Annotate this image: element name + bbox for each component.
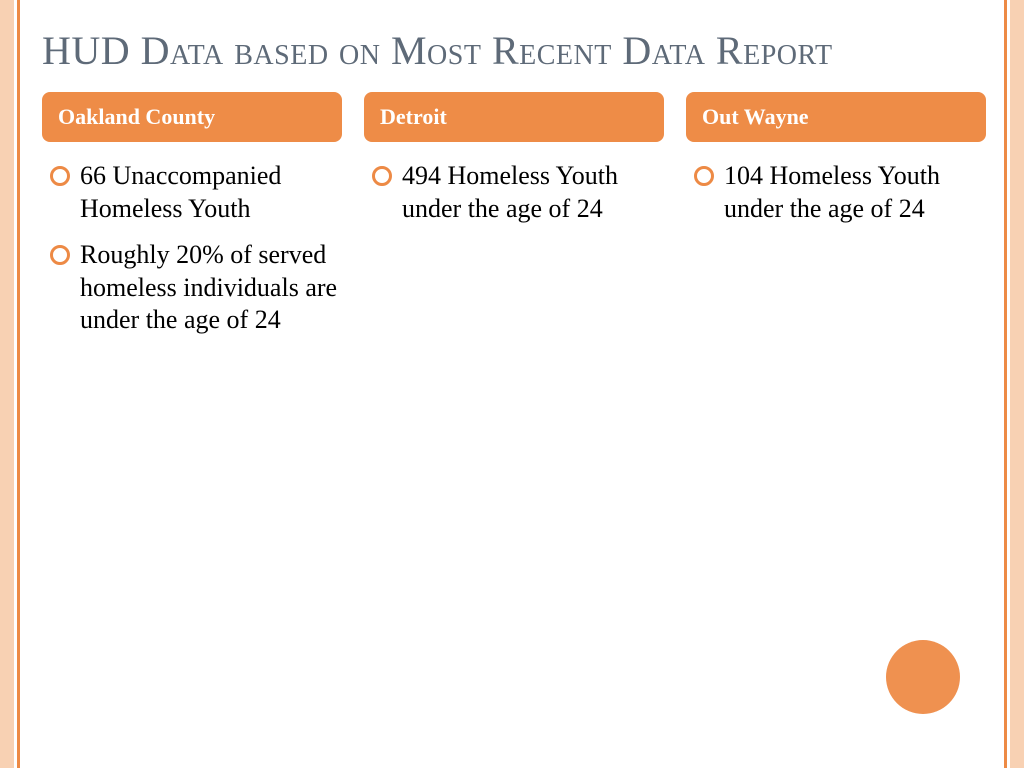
bullet-list: 494 Homeless Youth under the age of 24: [364, 142, 664, 225]
left-edge-outer: [0, 0, 14, 768]
columns-container: Oakland County 66 Unaccompanied Homeless…: [42, 92, 986, 351]
bullet-list: 66 Unaccompanied Homeless Youth Roughly …: [42, 142, 342, 337]
decorative-circle-icon: [886, 640, 960, 714]
bullet-list: 104 Homeless Youth under the age of 24: [686, 142, 986, 225]
column-header: Detroit: [364, 92, 664, 142]
bullet-item: Roughly 20% of served homeless individua…: [46, 239, 338, 337]
column-out-wayne: Out Wayne 104 Homeless Youth under the a…: [686, 92, 986, 351]
bullet-item: 104 Homeless Youth under the age of 24: [690, 160, 982, 225]
column-header: Out Wayne: [686, 92, 986, 142]
slide-title: HUD Data based on Most Recent Data Repor…: [42, 28, 986, 74]
column-header: Oakland County: [42, 92, 342, 142]
slide-body: HUD Data based on Most Recent Data Repor…: [28, 0, 996, 768]
left-edge-inner: [17, 0, 20, 768]
bullet-item: 494 Homeless Youth under the age of 24: [368, 160, 660, 225]
right-edge-outer: [1010, 0, 1024, 768]
column-oakland: Oakland County 66 Unaccompanied Homeless…: [42, 92, 342, 351]
bullet-item: 66 Unaccompanied Homeless Youth: [46, 160, 338, 225]
right-edge-inner: [1004, 0, 1007, 768]
column-detroit: Detroit 494 Homeless Youth under the age…: [364, 92, 664, 351]
